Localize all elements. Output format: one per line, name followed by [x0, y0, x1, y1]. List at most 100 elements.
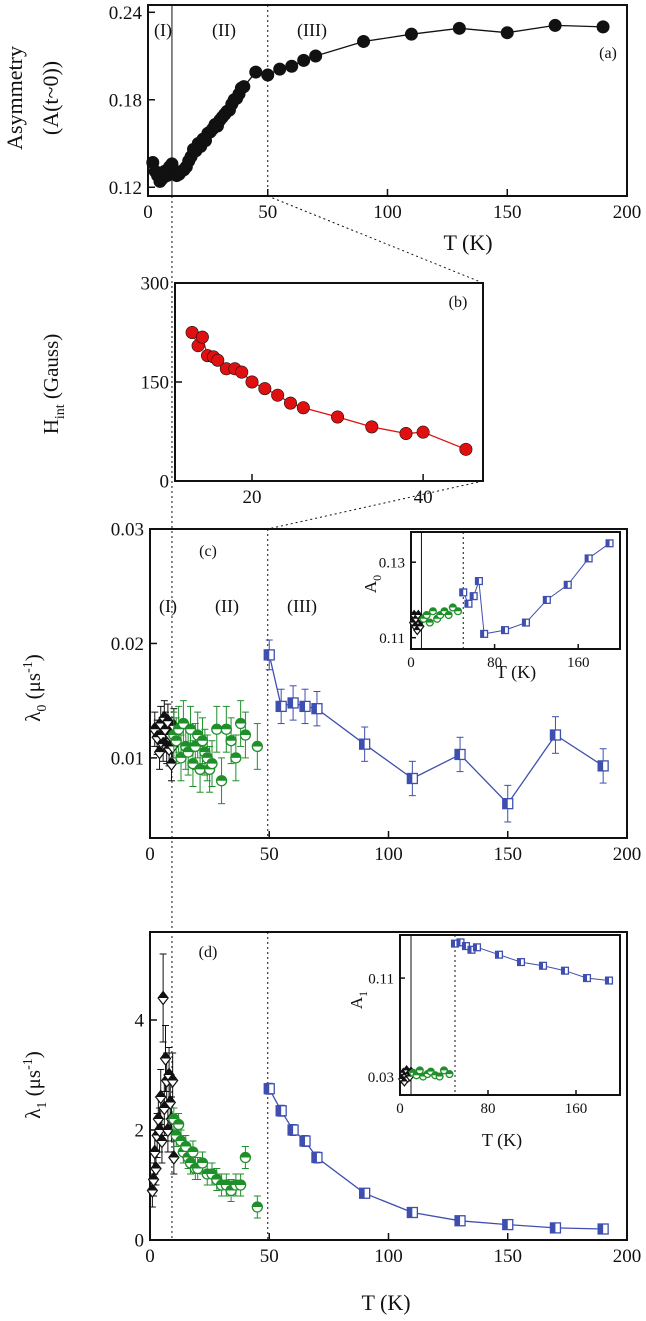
inset-c-point-fill: [480, 630, 485, 638]
panel-b-point: [296, 401, 310, 415]
panel-c-point: [549, 729, 562, 741]
panel-b-xtick-label: 20: [243, 487, 262, 508]
panel-b-ylabel-sub: int: [53, 404, 68, 419]
panel-c-xtick-label: 100: [374, 844, 403, 865]
panel-c-point-fill: [185, 724, 196, 730]
inset-c-point-fill: [606, 539, 610, 547]
panel-c-point-fill: [171, 735, 182, 741]
panel-c-point-fill: [216, 775, 227, 781]
inset-c-ytick-label: 0.11: [379, 631, 405, 647]
inset-c-point-fill: [465, 600, 469, 608]
panel-d-point: [549, 1222, 562, 1234]
inset-c-point: [448, 603, 457, 612]
inset-c-point: [584, 554, 593, 563]
panel-d-point: [358, 1187, 371, 1199]
inset-c-point-fill: [417, 621, 424, 627]
inset-c-point-fill: [522, 619, 526, 626]
panel-b-label: (b): [449, 294, 468, 311]
panel-c-point: [184, 723, 197, 735]
panel-c-series-3: [263, 639, 609, 823]
panel-c-region-label: (I): [159, 596, 177, 617]
panel-d-point-fill: [197, 1158, 208, 1163]
panel-c-point-fill: [221, 724, 232, 730]
inset-c-ylabel: A0: [361, 575, 384, 593]
inset-c-point: [428, 607, 437, 616]
panel-c-point: [299, 700, 311, 713]
panel-c-point: [263, 649, 275, 661]
panel-c-ylabel-end: ): [21, 654, 45, 661]
panel-c-point-fill: [197, 735, 208, 741]
panel-a-point: [404, 27, 418, 41]
inset-d-ytick-label: 0.11: [368, 971, 394, 987]
panel-c-point: [206, 757, 218, 770]
panel-a-ytick-label: 0.12: [109, 178, 142, 199]
panel-d-point: [287, 1124, 299, 1136]
panel-d-point-fill: [550, 1222, 556, 1233]
panel-c-point-fill: [154, 745, 165, 753]
inset-d-point-fill: [416, 1066, 424, 1071]
panel-a-ytick-label: 0.24: [109, 3, 143, 24]
panel-c-point-fill: [166, 757, 177, 764]
panel-a-xtick-label: 0: [143, 202, 153, 223]
panel-a-point: [237, 80, 251, 94]
panel-c-point-fill: [211, 724, 222, 730]
panel-d-point: [154, 1089, 167, 1105]
inset-d-xtick-label: 80: [481, 1101, 496, 1117]
panel-c-point-fill: [288, 697, 294, 708]
panel-d-point-fill: [147, 1184, 158, 1191]
panel-d-point-fill: [180, 1141, 191, 1147]
panel-d-point-fill: [150, 1162, 161, 1169]
panel-d-point-fill: [407, 1207, 413, 1218]
panel-c-point: [597, 760, 609, 772]
panel-d-point: [168, 1150, 180, 1165]
panel-a-label: (a): [599, 45, 617, 62]
panel-d-point: [153, 1122, 166, 1138]
inset-c-xtick-label: 0: [407, 655, 415, 671]
panel-b-ylabel: Hint (Gauss): [39, 334, 68, 435]
panel-a-ylabel-line2: (A(t~0)): [38, 61, 63, 135]
inset-c-point-fill: [423, 611, 431, 616]
panel-c-point: [177, 717, 190, 730]
panel-d-point-fill: [264, 1083, 270, 1094]
inset-c-point: [542, 595, 551, 604]
panel-c-point: [194, 763, 206, 775]
panel-d-point-fill: [154, 1123, 165, 1130]
inset-c-point: [605, 539, 614, 548]
inset-c-point: [500, 626, 510, 635]
inset-d-point-fill: [468, 946, 472, 954]
panel-d: 0 50 100 150 200 0 2 4 (d) 0 80 160 0.03 0.11: [135, 931, 641, 1267]
panel-b-ytick-label: 150: [141, 373, 170, 394]
inset-c-frame: [410, 531, 621, 650]
panel-d-point-fill: [252, 1202, 263, 1207]
panel-b-point: [283, 396, 297, 410]
inset-d-series-3: [450, 938, 614, 985]
inset-d-point: [494, 950, 504, 959]
panel-d-point: [597, 1223, 609, 1235]
panel-c-ytick-label: 0.03: [111, 520, 144, 541]
panel-d-ylabel: λ1 (μs-1): [21, 1051, 50, 1119]
panel-d-point-fill: [300, 1136, 306, 1146]
panel-c-point-fill: [180, 741, 191, 747]
panel-d-point: [299, 1135, 311, 1147]
panel-c-point-fill: [226, 735, 237, 741]
panel-a-point: [500, 26, 514, 40]
panel-d-point-fill: [276, 1105, 282, 1116]
inset-c-point-fill: [441, 607, 448, 612]
panel-d-point: [150, 1161, 162, 1176]
panel-a-ylabel-line1: Asymmetry: [2, 46, 27, 150]
panel-a-region-label: (III): [297, 20, 327, 41]
inset-d-point-fill: [583, 974, 587, 982]
panel-d-point: [251, 1201, 263, 1213]
panel-c-point: [454, 748, 466, 761]
panel-b-ylabel-rest: (Gauss): [39, 334, 63, 405]
panel-c-point-fill: [192, 730, 203, 735]
panel-d-point-fill: [207, 1169, 218, 1174]
inset-c-xtick-label: 160: [567, 655, 590, 671]
inset-d-series-2: [409, 1066, 454, 1081]
inset-d-point-fill: [436, 1073, 443, 1077]
inset-d-frame: [399, 934, 621, 1096]
inset-c-point-fill: [449, 604, 457, 608]
panel-c-point: [239, 729, 252, 741]
panel-d-point: [149, 1144, 161, 1160]
panel-c-ylabel-main: λ: [21, 711, 45, 722]
